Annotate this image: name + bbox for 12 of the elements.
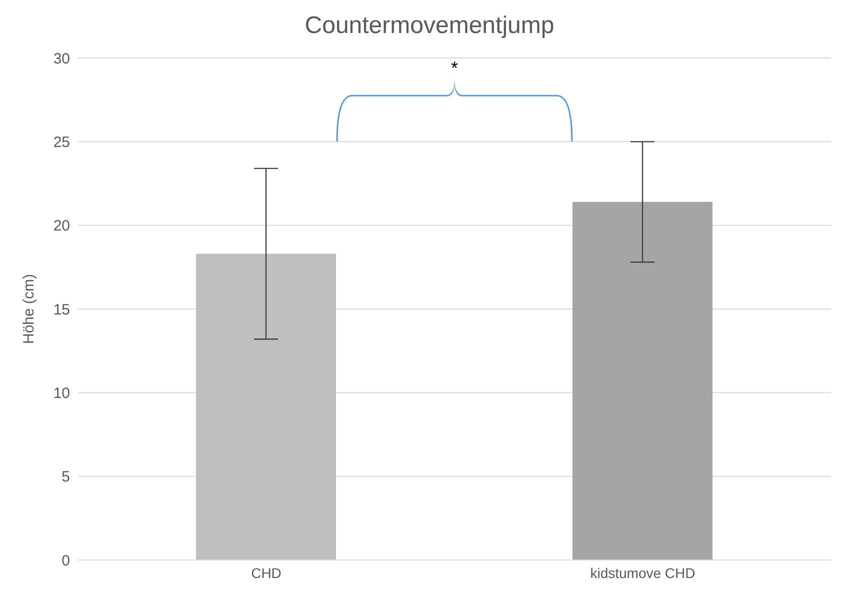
chart-title: Countermovementjump [304,12,556,40]
y-tick-label: 30 [53,50,70,68]
x-tick-label: CHD [251,564,282,581]
y-tick-label: 20 [53,218,70,235]
y-tick-label: 5 [62,468,70,486]
y-tick-label: 10 [53,384,70,402]
y-axis-title: Höhe (cm) [20,274,38,344]
y-tick-label: 15 [53,301,70,318]
y-tick-label: 0 [62,552,70,570]
x-tick-label: kidstumove CHD [590,564,696,581]
y-tick-label: 25 [53,134,70,151]
annotation: * [450,58,458,78]
